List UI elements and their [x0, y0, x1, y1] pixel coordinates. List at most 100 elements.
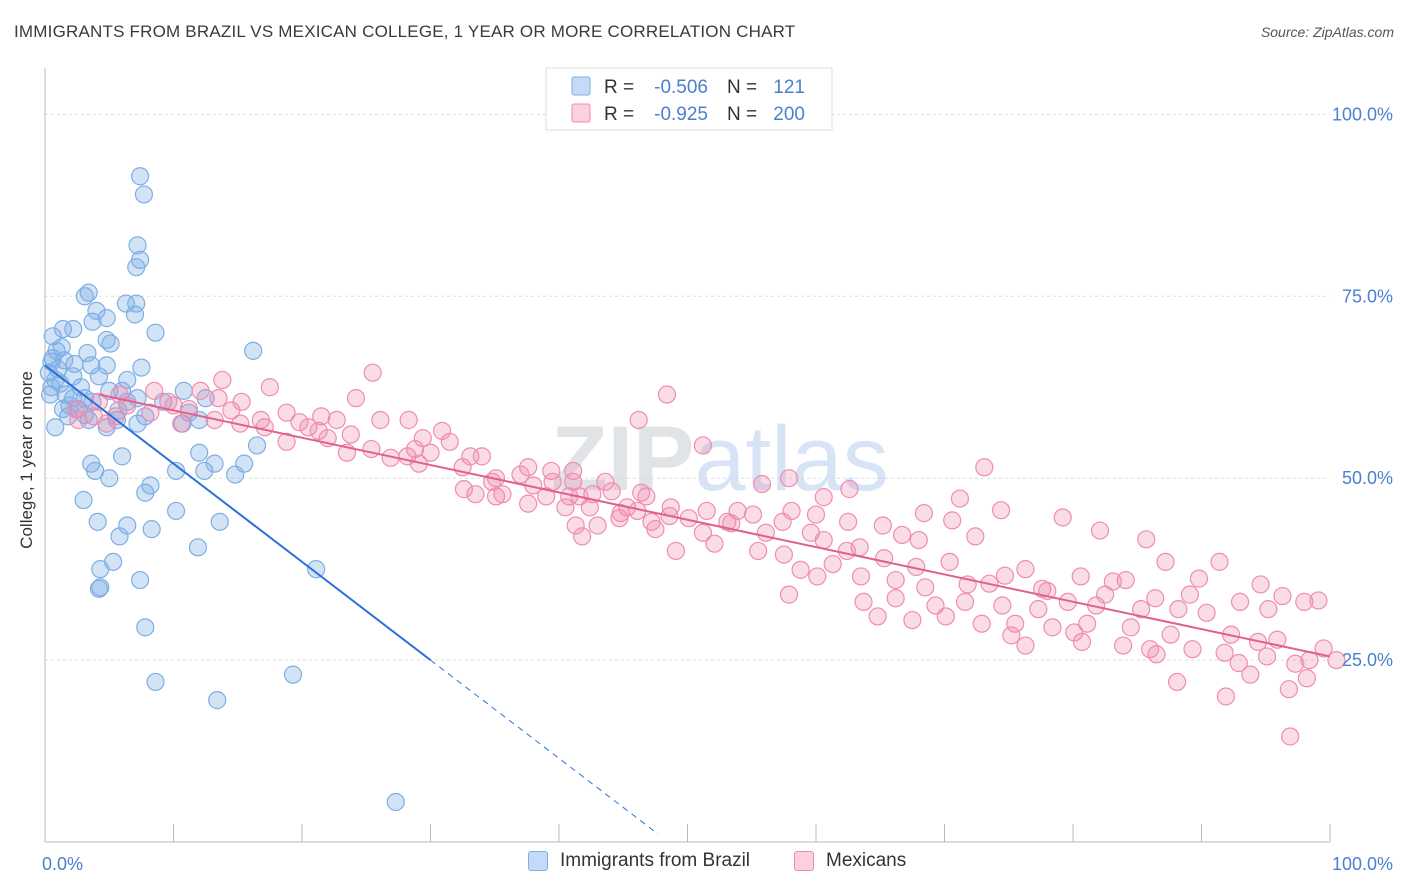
legend-swatch-brazil [528, 851, 548, 871]
point-brazil [134, 185, 154, 204]
point-mexicans [1071, 567, 1090, 586]
point-mexicans [346, 389, 366, 408]
point-mexicans [814, 530, 833, 550]
point-mexicans [1156, 552, 1175, 571]
point-brazil [386, 792, 405, 812]
point-mexicans [916, 578, 935, 597]
point-mexicans [1309, 591, 1328, 610]
point-mexicans [1065, 623, 1084, 642]
point-mexicans [1279, 680, 1298, 699]
point-brazil [210, 512, 229, 531]
bottom-legend: Immigrants from Brazil Mexicans [0, 850, 1406, 880]
point-mexicans [564, 461, 583, 481]
point-mexicans [312, 407, 331, 426]
axis-layer [44, 68, 1331, 843]
point-mexicans [1169, 600, 1188, 619]
point-brazil [74, 490, 93, 510]
point-mexicans [666, 541, 686, 561]
point-mexicans [511, 465, 530, 484]
point-brazil [208, 691, 227, 710]
point-brazil [89, 367, 109, 386]
point-mexicans [556, 498, 575, 517]
point-mexicans [209, 389, 228, 408]
point-mexicans [454, 480, 474, 499]
point-mexicans [840, 480, 859, 499]
legend-r-label: R = [604, 104, 634, 125]
point-brazil [112, 447, 132, 466]
legend-r-value: -0.925 [654, 104, 708, 125]
point-mexicans [972, 614, 991, 633]
point-mexicans [341, 425, 360, 444]
point-mexicans [1137, 530, 1156, 549]
point-mexicans [1257, 647, 1277, 666]
point-mexicans [290, 413, 309, 432]
point-brazil [127, 258, 146, 277]
legend-box: R = -0.506 N = 121 R = -0.925 N = 200 [545, 67, 833, 131]
legend-box-swatch [571, 76, 591, 96]
point-mexicans [1016, 560, 1035, 579]
point-brazil [75, 287, 94, 306]
point-mexicans [277, 432, 296, 451]
point-brazil [244, 341, 263, 360]
y-tick-label: 100.0% [1332, 104, 1393, 124]
point-mexicans [955, 592, 975, 611]
point-mexicans [806, 505, 826, 524]
point-mexicans [1090, 521, 1110, 540]
point-mexicans [1259, 600, 1278, 619]
point-mexicans [466, 485, 485, 504]
points-layer [39, 167, 1346, 812]
grid-layer [45, 113, 1330, 661]
point-mexicans [363, 363, 382, 382]
point-mexicans [914, 504, 934, 523]
point-mexicans [1273, 586, 1292, 606]
legend-label-mexicans: Mexicans [826, 850, 907, 871]
x-tick-label: 100.0% [1332, 854, 1393, 874]
point-mexicans [299, 418, 318, 437]
point-mexicans [213, 370, 232, 390]
point-mexicans [705, 534, 724, 553]
point-mexicans [277, 403, 296, 422]
point-brazil [41, 385, 60, 404]
point-mexicans [399, 410, 418, 430]
legend-item-mexicans[interactable]: Mexicans [794, 850, 906, 872]
point-mexicans [362, 439, 381, 459]
point-mexicans [993, 596, 1012, 615]
point-brazil [174, 381, 193, 400]
legend-n-value: 121 [773, 77, 805, 98]
point-brazil [97, 309, 116, 328]
point-mexicans [1053, 508, 1072, 527]
point-mexicans [472, 447, 491, 466]
point-mexicans [995, 566, 1014, 585]
point-brazil [247, 436, 267, 455]
point-mexicans [327, 410, 346, 430]
point-mexicans [697, 501, 716, 521]
legend-item-brazil[interactable]: Immigrants from Brazil [528, 850, 750, 872]
point-mexicans [1103, 572, 1122, 591]
point-mexicans [255, 418, 274, 437]
point-mexicans [950, 489, 970, 508]
point-mexicans [588, 516, 607, 535]
point-mexicans [1314, 639, 1333, 658]
point-mexicans [440, 432, 459, 451]
point-brazil [91, 560, 110, 579]
legend-r-label: R = [604, 77, 634, 98]
point-mexicans [573, 527, 592, 546]
point-brazil [136, 618, 155, 637]
watermark: ZIPatlas [551, 408, 888, 510]
point-mexicans [1006, 614, 1025, 633]
point-mexicans [1197, 603, 1216, 622]
point-mexicans [1251, 575, 1270, 594]
point-brazil [190, 443, 209, 462]
point-mexicans [909, 530, 928, 550]
point-mexicans [743, 505, 763, 524]
point-brazil [89, 579, 109, 598]
point-mexicans [405, 439, 425, 459]
point-mexicans [814, 488, 833, 507]
x-tick-label: 0.0% [42, 854, 83, 874]
point-brazil [86, 461, 105, 481]
point-mexicans [637, 487, 656, 506]
point-mexicans [421, 443, 440, 462]
point-brazil [136, 483, 155, 502]
point-brazil [53, 319, 73, 339]
point-brazil [110, 527, 129, 546]
